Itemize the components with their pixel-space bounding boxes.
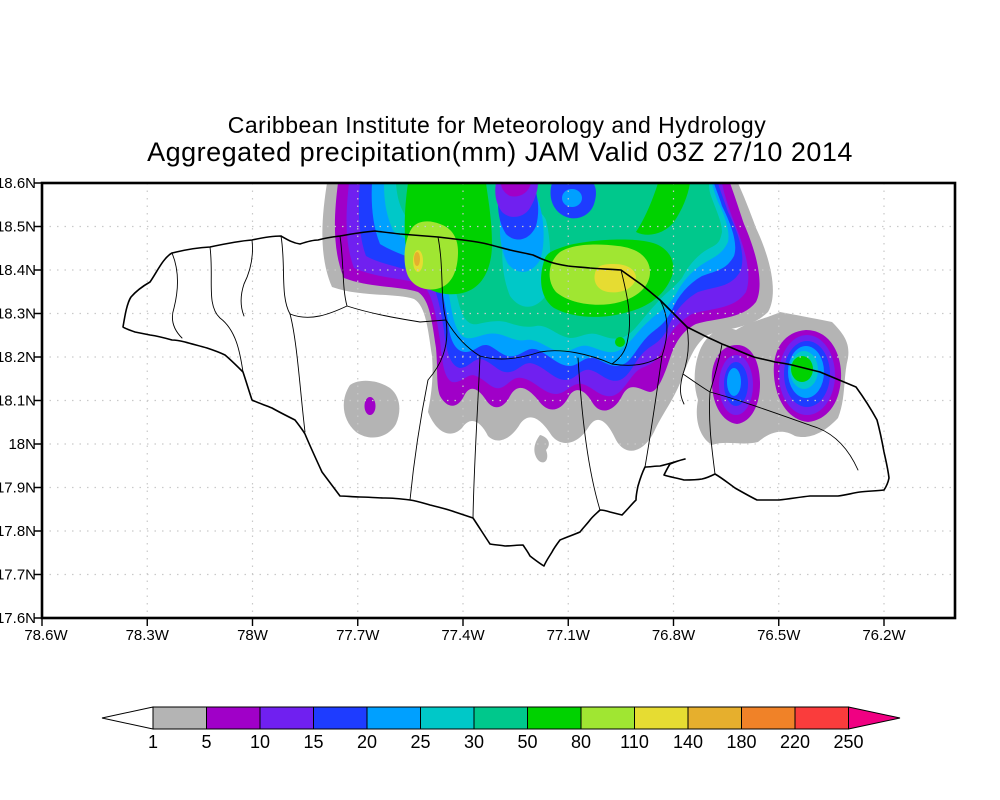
lon-label: 77.4W [441, 627, 485, 644]
lat-label: 18.3N [0, 306, 36, 323]
lon-label: 76.2W [862, 627, 906, 644]
lat-label: 18.4N [0, 262, 36, 279]
colorbar-label: 110 [620, 732, 649, 752]
colorbar-swatch [152, 706, 207, 730]
map-linework [122, 230, 890, 567]
colorbar: 1 5 10 15 20 25 30 50 80 110 140 180 220… [101, 706, 901, 752]
colorbar-swatch [794, 706, 849, 730]
colorbar-label: 180 [726, 732, 756, 752]
lat-label: 17.7N [0, 567, 36, 584]
colorbar-label: 5 [201, 732, 211, 752]
colorbar-swatch [634, 706, 689, 730]
lon-label: 78W [237, 627, 269, 644]
colorbar-label: 1 [148, 732, 158, 752]
parish-boundaries [171, 235, 859, 519]
lat-label: 17.6N [0, 610, 36, 627]
colorbar-label: 10 [250, 732, 270, 752]
colorbar-label: 50 [517, 732, 537, 752]
precip-fill-layers [322, 183, 849, 463]
colorbar-swatch [313, 706, 368, 730]
colorbar-label: 80 [571, 732, 591, 752]
lat-label: 18.2N [0, 349, 36, 366]
lon-label: 77.7W [336, 627, 380, 644]
jamaica-coastline [122, 230, 890, 567]
colorbar-swatch [741, 706, 796, 730]
colorbar-label: 15 [303, 732, 323, 752]
precip-layer-orange-140mm [414, 252, 420, 266]
lat-axis-labels: 18.6N 18.5N 18.4N 18.3N 18.2N 18.1N 18N … [0, 175, 36, 627]
lon-label: 78.6W [24, 627, 68, 644]
lat-label: 18.1N [0, 393, 36, 410]
colorbar-swatch [259, 706, 314, 730]
figure-title: Caribbean Institute for Meteorology and … [228, 112, 766, 138]
colorbar-swatch [473, 706, 528, 730]
lon-label: 76.8W [652, 627, 696, 644]
axis-ticks [34, 182, 885, 626]
colorbar-label: 20 [357, 732, 377, 752]
colorbar-arrow-over-range [848, 706, 901, 730]
colorbar-arrow-under-range [101, 706, 154, 730]
lat-label: 17.9N [0, 480, 36, 497]
lon-label: 77.1W [547, 627, 591, 644]
precip-gap-stripe [495, 183, 596, 307]
figure-subtitle: Aggregated precipitation(mm) JAM Valid 0… [147, 137, 853, 167]
colorbar-swatch [687, 706, 742, 730]
lat-label: 18.5N [0, 219, 36, 236]
colorbar-label: 140 [673, 732, 703, 752]
colorbar-label: 25 [410, 732, 430, 752]
lon-label: 78.3W [126, 627, 170, 644]
lon-axis-labels: 78.6W 78.3W 78W 77.7W 77.4W 77.1W 76.8W … [24, 627, 906, 644]
colorbar-label: 250 [833, 732, 863, 752]
colorbar-swatch [420, 706, 475, 730]
colorbar-label: 220 [780, 732, 810, 752]
lat-label: 18N [8, 436, 36, 453]
lon-label: 76.5W [757, 627, 801, 644]
colorbar-label: 30 [464, 732, 484, 752]
lat-label: 18.6N [0, 175, 36, 192]
colorbar-swatch [527, 706, 582, 730]
lat-label: 17.8N [0, 523, 36, 540]
colorbar-swatch [580, 706, 635, 730]
colorbar-swatch [206, 706, 261, 730]
colorbar-swatch [366, 706, 421, 730]
colorbar-labels: 1 5 10 15 20 25 30 50 80 110 140 180 220… [148, 732, 864, 752]
